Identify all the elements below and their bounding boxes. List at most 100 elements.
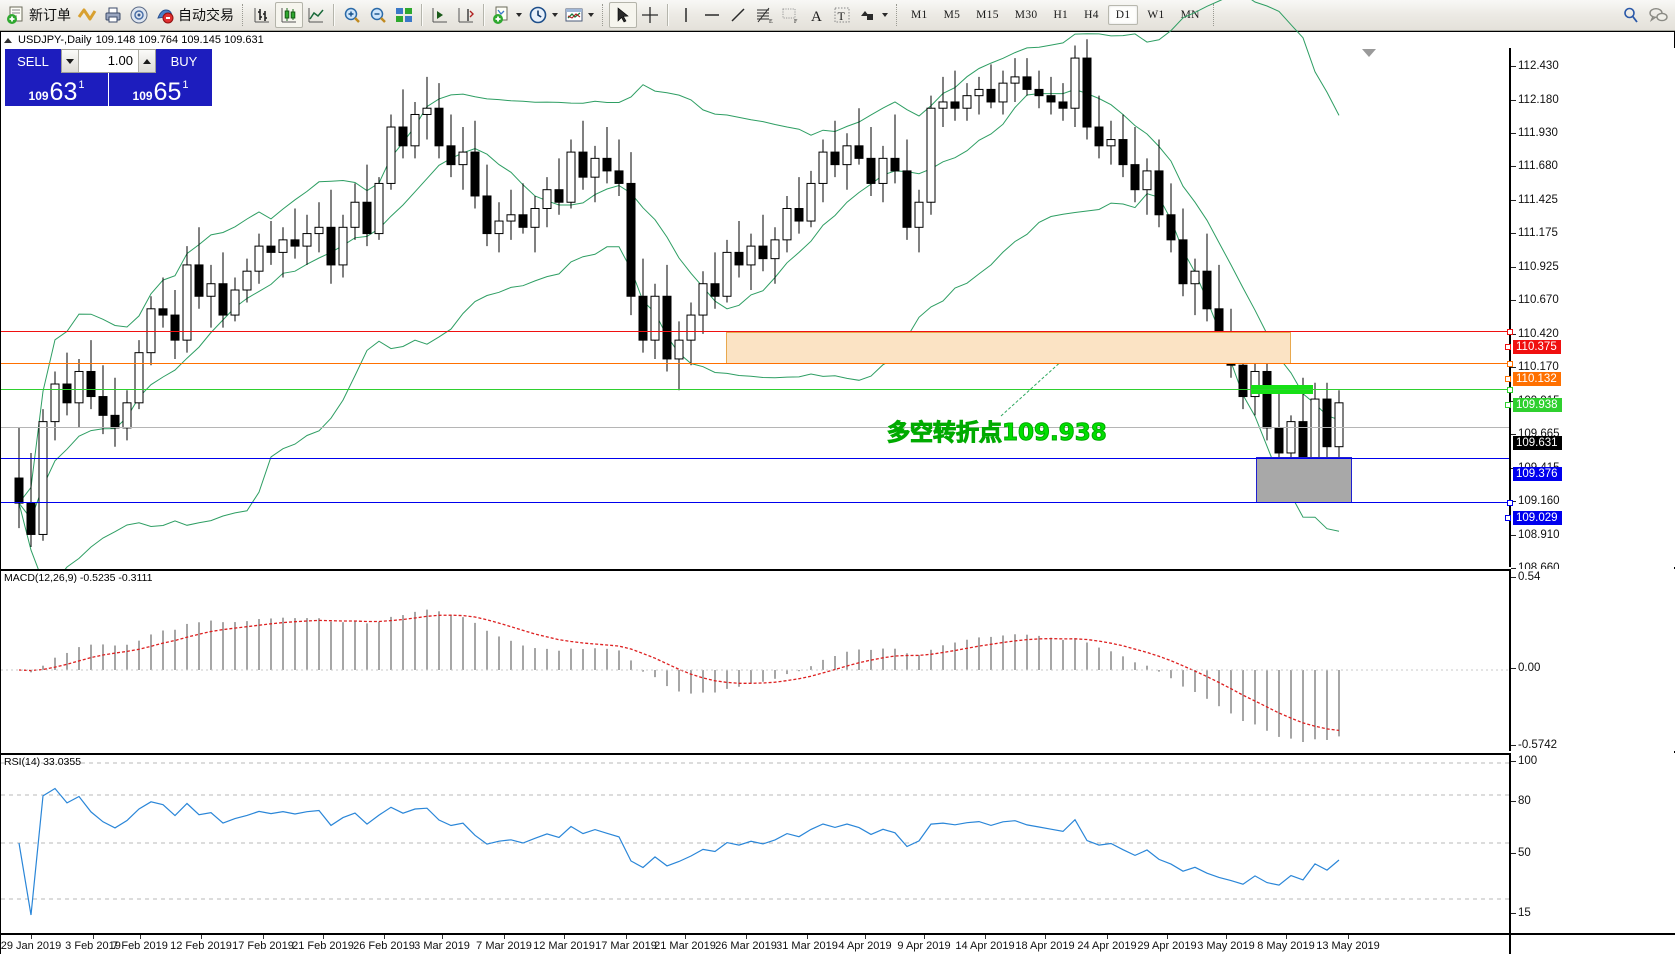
crosshair-icon: [640, 5, 660, 25]
macd-pane[interactable]: MACD(12,26,9) -0.5235 -0.3111: [1, 569, 1509, 751]
price-level-tag-109631[interactable]: 109.631: [1513, 436, 1562, 450]
autotrading-label: 自动交易: [178, 8, 234, 24]
buy-price-button[interactable]: 109 65 1: [109, 73, 212, 106]
candlestick: [422, 76, 432, 140]
timeframe-m1[interactable]: M1: [911, 9, 928, 21]
rsi-axis[interactable]: 100 80 50 15: [1509, 753, 1675, 933]
shift-end-button[interactable]: [427, 2, 453, 28]
volume-input[interactable]: 1.00: [79, 50, 138, 72]
templates-dropdown-arrow[interactable]: [516, 13, 522, 17]
candlestick: [1202, 233, 1212, 322]
candlestick: [602, 127, 612, 184]
chat-button[interactable]: [1644, 2, 1672, 28]
candlestick: [626, 152, 636, 316]
period-button[interactable]: [525, 2, 561, 28]
candlestick: [338, 214, 348, 278]
one-click-trading-panel[interactable]: SELL 1.00 BUY 109 63 1 109 65 1: [5, 49, 212, 106]
candlestick: [878, 145, 888, 203]
gray-demand-box[interactable]: [1256, 457, 1352, 503]
text-button[interactable]: A: [803, 2, 829, 28]
level-line-110375[interactable]: [1, 329, 1513, 335]
line-chart-button[interactable]: [303, 2, 329, 28]
sell-label[interactable]: SELL: [5, 49, 61, 73]
price-level-handle[interactable]: [1505, 344, 1511, 350]
price-level-tag-109376[interactable]: 109.376: [1513, 467, 1562, 481]
price-level-tag-110132[interactable]: 110.132: [1505, 372, 1561, 386]
candle-chart-button[interactable]: [275, 2, 303, 28]
timeframe-h1[interactable]: H1: [1053, 9, 1069, 21]
svg-text:F: F: [794, 19, 798, 25]
level-handle[interactable]: [1507, 361, 1513, 367]
price-level-handle[interactable]: [1505, 402, 1511, 408]
data-window-button[interactable]: [126, 2, 152, 28]
candlestick: [746, 233, 756, 290]
volume-decrease-button[interactable]: [62, 50, 79, 72]
level-line-109938[interactable]: [1, 387, 1513, 393]
rsi-pane[interactable]: RSI(14) 33.0355: [1, 753, 1509, 933]
axis-tick: 110.670: [1511, 294, 1559, 306]
shapes-button[interactable]: [855, 2, 891, 28]
autoscroll-button[interactable]: [453, 2, 479, 28]
supply-zone-rect[interactable]: [726, 332, 1291, 364]
zoom-in-button[interactable]: [339, 2, 365, 28]
textlabel-button[interactable]: T: [829, 2, 855, 28]
zoom-out-button[interactable]: [365, 2, 391, 28]
scroll-marker-icon[interactable]: [1362, 49, 1376, 57]
equidistant-button[interactable]: F: [777, 2, 803, 28]
timeframe-m15[interactable]: M15: [976, 9, 999, 21]
volume-increase-button[interactable]: [138, 50, 155, 72]
volume-stepper[interactable]: 1.00: [61, 49, 156, 73]
autotrading-button[interactable]: 自动交易: [152, 2, 237, 28]
level-handle[interactable]: [1507, 329, 1513, 335]
new-order-button[interactable]: 新订单: [3, 2, 74, 28]
timeframe-m5[interactable]: M5: [943, 9, 961, 21]
buy-label[interactable]: BUY: [156, 49, 212, 73]
hline-button[interactable]: [699, 2, 725, 28]
price-pane[interactable]: 多空转折点109.938: [1, 0, 1513, 583]
turning-point-annotation[interactable]: 多空转折点109.938: [887, 420, 1108, 447]
level-handle[interactable]: [1507, 387, 1513, 393]
crosshair-button[interactable]: [637, 2, 663, 28]
trendline-button[interactable]: [725, 2, 751, 28]
price-level-tag-109029[interactable]: 109.029: [1505, 511, 1562, 525]
timeframe-m30[interactable]: M30: [1014, 9, 1038, 21]
timeframe-h4[interactable]: H4: [1084, 9, 1099, 21]
price-level-handle[interactable]: [1505, 376, 1511, 382]
price-axis[interactable]: 112.430 112.180 111.930 111.680 111.425 111.1…: [1505, 48, 1675, 607]
print-icon: [103, 5, 123, 25]
indicator-list-button[interactable]: [561, 2, 597, 28]
search-button[interactable]: [1618, 2, 1644, 28]
price-level-handle[interactable]: [1505, 515, 1511, 521]
price-level-tag-110375[interactable]: 110.375: [1505, 340, 1561, 354]
indicators-button[interactable]: [74, 2, 100, 28]
candlestick: [1022, 58, 1032, 96]
print-button[interactable]: [100, 2, 126, 28]
period-dropdown-arrow[interactable]: [552, 13, 558, 17]
cursor-button[interactable]: [609, 2, 637, 28]
axis-tick: 112.430: [1511, 60, 1559, 72]
level-line-109029[interactable]: [1, 500, 1513, 506]
collapse-triangle-icon[interactable]: [4, 37, 12, 43]
tile-windows-button[interactable]: [391, 2, 417, 28]
level-handle[interactable]: [1507, 500, 1513, 506]
level-line-109376[interactable]: [1, 458, 1509, 459]
sell-price-button[interactable]: 109 63 1: [5, 73, 108, 106]
price-level-tag-109938[interactable]: 109.938: [1505, 398, 1562, 412]
toolbar-separator-8: [1212, 4, 1215, 26]
time-axis[interactable]: 29 Jan 2019 3 Feb 2019 7 Feb 2019 12 Feb 20…: [1, 933, 1509, 954]
timeframe-w1[interactable]: W1: [1147, 9, 1165, 21]
time-axis-tick: [504, 935, 505, 939]
macd-axis[interactable]: 0.54 0.00 -0.5742: [1509, 569, 1675, 751]
bar-chart-button[interactable]: [249, 2, 275, 28]
level-line-110132[interactable]: [1, 361, 1513, 367]
templates-button[interactable]: [489, 2, 525, 28]
caret-down-icon: [66, 58, 74, 64]
candlestick: [218, 252, 228, 328]
time-axis-tick: [924, 935, 925, 939]
shapes-dropdown-arrow[interactable]: [882, 13, 888, 17]
fibo-button[interactable]: E: [751, 2, 777, 28]
vline-button[interactable]: [673, 2, 699, 28]
timeframe-d1[interactable]: D1: [1107, 5, 1139, 25]
indicator-dropdown-arrow[interactable]: [588, 13, 594, 17]
